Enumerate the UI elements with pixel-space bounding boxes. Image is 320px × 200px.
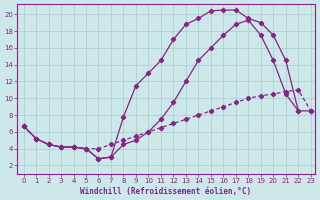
- X-axis label: Windchill (Refroidissement éolien,°C): Windchill (Refroidissement éolien,°C): [80, 187, 252, 196]
